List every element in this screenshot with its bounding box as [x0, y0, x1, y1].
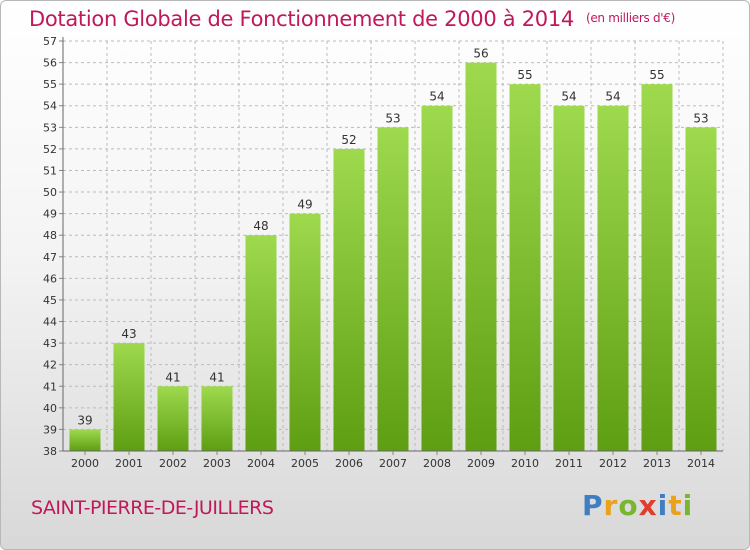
chart-title: Dotation Globale de Fonctionnement de 20… [29, 7, 675, 31]
y-tick-label: 43 [43, 337, 57, 350]
data-label: 41 [209, 370, 224, 384]
y-tick-label: 40 [43, 402, 57, 415]
logo-letter: P [582, 489, 604, 522]
x-tick-label: 2001 [115, 457, 143, 470]
y-tick-label: 54 [43, 100, 57, 113]
y-tick-label: 39 [43, 423, 57, 436]
bar-2009 [465, 62, 497, 451]
y-tick-label: 55 [43, 78, 57, 91]
x-tick-label: 2007 [379, 457, 407, 470]
bar-2012 [597, 105, 629, 451]
data-label: 49 [297, 198, 312, 212]
x-tick-label: 2013 [643, 457, 671, 470]
bars [69, 62, 717, 452]
data-label: 48 [253, 219, 268, 233]
bar-2006 [333, 148, 365, 452]
bar-2000 [69, 429, 101, 451]
logo-letter: i [657, 489, 669, 522]
x-tick-label: 2008 [423, 457, 451, 470]
logo-letter: r [603, 489, 619, 522]
y-tick-label: 57 [43, 35, 57, 48]
x-tick-label: 2009 [467, 457, 495, 470]
data-label: 53 [385, 111, 400, 125]
y-tick-label: 44 [43, 316, 57, 329]
y-tick-label: 49 [43, 208, 57, 221]
bar-2002 [157, 386, 189, 451]
bar-2005 [289, 213, 321, 451]
data-label: 53 [693, 111, 708, 125]
x-tick-label: 2010 [511, 457, 539, 470]
y-tick-label: 53 [43, 121, 57, 134]
x-tick-label: 2004 [247, 457, 275, 470]
unit-note: (en milliers d'€) [585, 11, 675, 25]
bar-2001 [113, 343, 145, 451]
logo-letter: x [638, 489, 658, 522]
y-tick-label: 47 [43, 251, 57, 264]
y-tick-label: 50 [43, 186, 57, 199]
commune-name: SAINT-PIERRE-DE-JUILLERS [31, 497, 274, 519]
y-tick-label: 41 [43, 380, 57, 393]
x-tick-label: 2005 [291, 457, 319, 470]
data-label: 39 [77, 413, 92, 427]
logo-letter: o [618, 489, 639, 522]
logo-letter: i [682, 489, 694, 522]
y-tick-label: 46 [43, 272, 57, 285]
data-label: 56 [473, 47, 488, 61]
data-label: 54 [561, 90, 576, 104]
data-label: 43 [121, 327, 136, 341]
data-label: 54 [605, 90, 620, 104]
x-tick-label: 2006 [335, 457, 363, 470]
bar-2014 [685, 127, 717, 451]
chart-title-text: Dotation Globale de Fonctionnement de 20… [29, 7, 574, 31]
y-tick-label: 45 [43, 294, 57, 307]
y-tick-label: 51 [43, 164, 57, 177]
y-tick-label: 56 [43, 57, 57, 70]
x-tick-label: 2012 [599, 457, 627, 470]
x-tick-label: 2014 [687, 457, 715, 470]
bar-2008 [421, 105, 453, 451]
bar-2004 [245, 235, 277, 451]
bar-2007 [377, 127, 409, 451]
data-label: 55 [649, 68, 664, 82]
bar-2010 [509, 84, 541, 451]
x-tick-label: 2002 [159, 457, 187, 470]
bar-2013 [641, 84, 673, 451]
y-tick-label: 42 [43, 359, 57, 372]
data-label: 52 [341, 133, 356, 147]
y-tick-label: 38 [43, 445, 57, 458]
data-label: 54 [429, 90, 444, 104]
bar-2011 [553, 105, 585, 451]
data-label: 41 [165, 370, 180, 384]
axes [59, 37, 723, 455]
bar-2003 [201, 386, 233, 451]
x-tick-label: 2011 [555, 457, 583, 470]
y-tick-label: 52 [43, 143, 57, 156]
y-tick-label: 48 [43, 229, 57, 242]
x-tick-label: 2000 [71, 457, 99, 470]
x-tick-label: 2003 [203, 457, 231, 470]
data-label: 55 [517, 68, 532, 82]
proxiti-logo: Proxiti [582, 489, 693, 522]
logo-letter: t [668, 489, 683, 522]
labels: 38 39 40 41 42 43 44 45 46 47 48 49 50 51 52 53 54 55 56 57… [43, 35, 715, 470]
